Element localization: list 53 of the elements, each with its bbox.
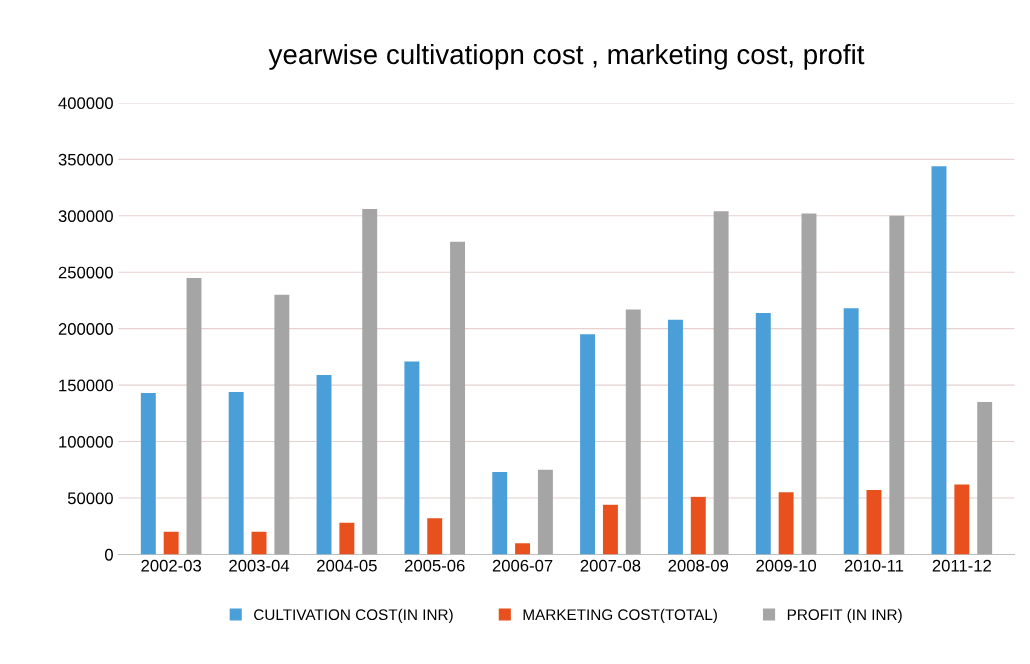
x-tick-label: 2010-11 bbox=[844, 559, 904, 572]
x-tick-label: 2007-08 bbox=[580, 559, 641, 572]
x-tick-label: 2003-04 bbox=[229, 559, 290, 572]
bar bbox=[625, 309, 641, 555]
y-tick-label: 350000 bbox=[58, 153, 113, 166]
y-tick-label: 200000 bbox=[58, 323, 113, 335]
bar bbox=[228, 391, 244, 555]
bar bbox=[954, 484, 970, 555]
bar bbox=[755, 312, 771, 555]
x-tick-label: 2002-03 bbox=[141, 559, 202, 572]
bar bbox=[889, 215, 905, 555]
bar bbox=[580, 334, 596, 555]
chart-title: yearwise cultivatiopn cost , marketing cost, profit bbox=[268, 43, 865, 70]
bar bbox=[316, 374, 332, 555]
bar bbox=[427, 518, 443, 555]
bar bbox=[339, 522, 355, 555]
bar bbox=[537, 469, 553, 555]
bar bbox=[690, 496, 706, 555]
x-tick-label: 2006-07 bbox=[492, 559, 553, 572]
bar bbox=[667, 319, 683, 555]
y-tick-label: 300000 bbox=[58, 210, 113, 222]
x-tick-label: 2008-09 bbox=[668, 559, 729, 572]
legend-label: CULTIVATION COST(IN INR) bbox=[254, 608, 453, 624]
bar bbox=[778, 492, 794, 555]
y-tick-label: 150000 bbox=[59, 379, 113, 392]
bar bbox=[866, 490, 882, 555]
y-tick-label: 400000 bbox=[58, 97, 113, 110]
bar bbox=[492, 472, 508, 555]
x-tick-label: 2005-06 bbox=[404, 559, 465, 572]
bar bbox=[186, 277, 202, 555]
bar bbox=[362, 209, 378, 555]
bar bbox=[713, 211, 729, 555]
y-tick-label: 100000 bbox=[59, 435, 113, 448]
x-tick-label: 2009-10 bbox=[756, 559, 817, 572]
bar bbox=[274, 294, 290, 555]
bar bbox=[515, 543, 531, 555]
bar bbox=[140, 393, 156, 555]
legend-label: MARKETING COST(TOTAL) bbox=[523, 608, 717, 624]
x-tick-label: 2004-05 bbox=[317, 559, 377, 572]
bar bbox=[977, 402, 993, 555]
bar bbox=[251, 531, 267, 555]
x-tick-label: 2011-12 bbox=[932, 559, 991, 572]
bar bbox=[163, 531, 179, 555]
bar bbox=[602, 504, 618, 555]
y-tick-label: 0 bbox=[104, 548, 113, 561]
bar bbox=[450, 241, 466, 555]
bar bbox=[931, 166, 947, 555]
bar bbox=[843, 308, 859, 555]
legend-label: PROFIT (IN INR) bbox=[787, 608, 902, 624]
y-tick-label: 250000 bbox=[58, 266, 113, 279]
bar bbox=[801, 213, 817, 555]
y-tick-label: 50000 bbox=[67, 492, 113, 505]
bar bbox=[404, 361, 420, 555]
